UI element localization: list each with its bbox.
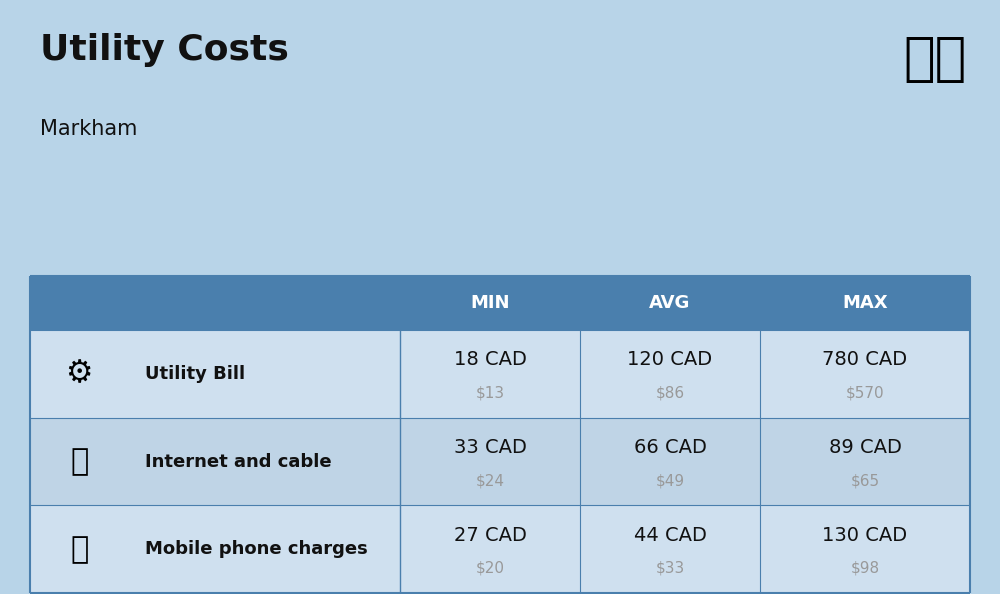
- Text: 89 CAD: 89 CAD: [829, 438, 901, 457]
- Text: 780 CAD: 780 CAD: [822, 350, 908, 369]
- Text: 33 CAD: 33 CAD: [454, 438, 526, 457]
- Text: 🇨🇦: 🇨🇦: [903, 33, 967, 85]
- Text: $24: $24: [476, 473, 505, 488]
- Text: AVG: AVG: [649, 294, 691, 312]
- FancyBboxPatch shape: [30, 276, 970, 330]
- Text: $86: $86: [655, 385, 685, 400]
- Text: 📶: 📶: [71, 447, 89, 476]
- Text: MIN: MIN: [470, 294, 510, 312]
- Text: Utility Costs: Utility Costs: [40, 33, 289, 67]
- FancyBboxPatch shape: [30, 505, 970, 593]
- Text: ⚙️: ⚙️: [66, 359, 94, 388]
- Text: $49: $49: [655, 473, 685, 488]
- Text: Mobile phone charges: Mobile phone charges: [145, 541, 368, 558]
- Text: $20: $20: [476, 561, 505, 576]
- Text: Markham: Markham: [40, 119, 137, 139]
- Text: $65: $65: [850, 473, 880, 488]
- Text: 44 CAD: 44 CAD: [634, 526, 706, 545]
- Text: 27 CAD: 27 CAD: [454, 526, 526, 545]
- Text: Internet and cable: Internet and cable: [145, 453, 332, 470]
- Text: 18 CAD: 18 CAD: [454, 350, 526, 369]
- FancyBboxPatch shape: [30, 276, 400, 330]
- Text: 130 CAD: 130 CAD: [822, 526, 908, 545]
- Text: Utility Bill: Utility Bill: [145, 365, 245, 383]
- FancyBboxPatch shape: [30, 418, 970, 505]
- Text: $98: $98: [850, 561, 880, 576]
- Text: 66 CAD: 66 CAD: [634, 438, 706, 457]
- Text: 120 CAD: 120 CAD: [627, 350, 713, 369]
- Text: $13: $13: [475, 385, 505, 400]
- Text: MAX: MAX: [842, 294, 888, 312]
- Text: 📱: 📱: [71, 535, 89, 564]
- Text: $570: $570: [846, 385, 884, 400]
- Text: $33: $33: [655, 561, 685, 576]
- FancyBboxPatch shape: [30, 330, 970, 418]
